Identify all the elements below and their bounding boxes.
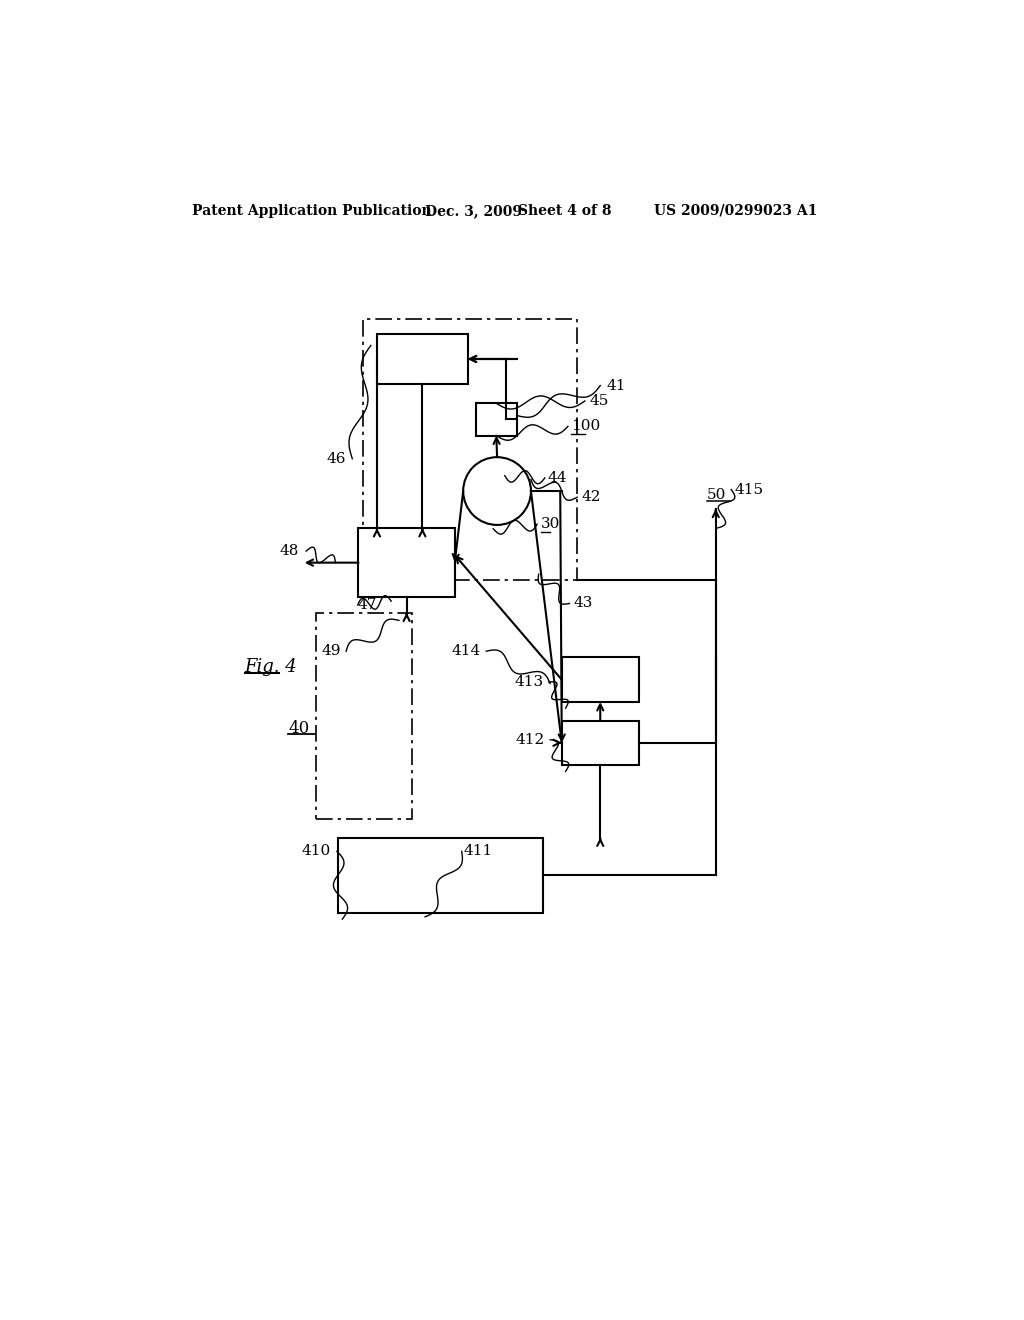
Text: 412: 412 [515, 733, 545, 747]
Bar [364, 318, 578, 581]
Bar [316, 612, 413, 818]
Text: 47: 47 [357, 598, 377, 612]
Text: 50: 50 [707, 488, 726, 502]
Text: Patent Application Publication: Patent Application Publication [193, 203, 432, 218]
Bar [358, 528, 455, 598]
Text: 43: 43 [573, 597, 593, 610]
Text: Sheet 4 of 8: Sheet 4 of 8 [518, 203, 611, 218]
Circle shape [463, 457, 531, 525]
Text: Fig. 4: Fig. 4 [245, 657, 297, 676]
Text: 415: 415 [734, 483, 763, 496]
Text: Dec. 3, 2009: Dec. 3, 2009 [425, 203, 521, 218]
Text: 413: 413 [514, 675, 544, 689]
Text: 49: 49 [322, 644, 341, 659]
Bar [377, 334, 468, 384]
Text: 44: 44 [548, 471, 567, 484]
Text: 45: 45 [590, 393, 609, 408]
Bar [475, 404, 517, 436]
Text: 48: 48 [280, 544, 298, 558]
Text: US 2009/0299023 A1: US 2009/0299023 A1 [654, 203, 817, 218]
Text: 414: 414 [452, 644, 481, 659]
Text: 40: 40 [289, 719, 309, 737]
Text: 100: 100 [571, 420, 600, 433]
Text: 411: 411 [463, 845, 493, 858]
Text: 46: 46 [327, 451, 346, 466]
Text: 410: 410 [301, 845, 331, 858]
Bar [562, 721, 639, 766]
Text: 30: 30 [541, 517, 560, 531]
Text: 42: 42 [582, 490, 601, 504]
Bar [562, 657, 639, 702]
Bar [339, 838, 543, 913]
Text: 41: 41 [606, 379, 626, 392]
